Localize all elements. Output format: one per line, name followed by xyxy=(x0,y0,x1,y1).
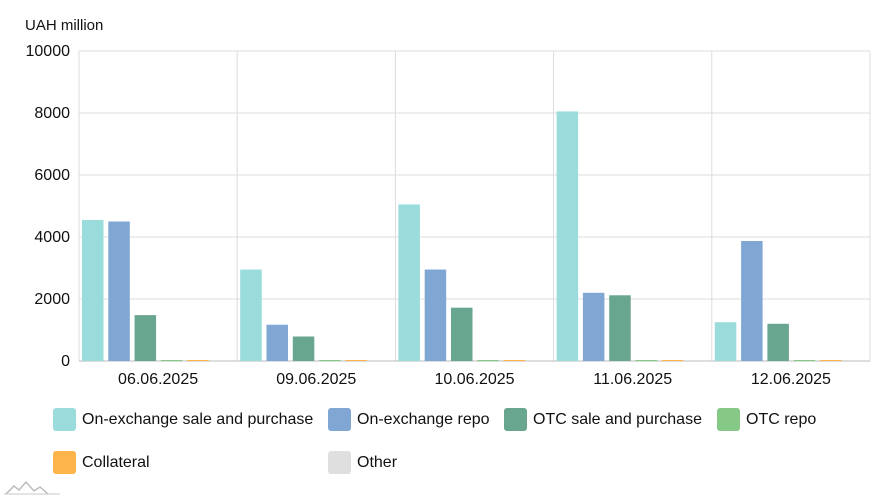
legend-swatch xyxy=(53,451,76,474)
y-tick-label: 2000 xyxy=(34,291,70,308)
x-tick-label: 11.06.2025 xyxy=(593,371,672,388)
bar xyxy=(398,204,420,361)
x-tick-label: 10.06.2025 xyxy=(434,371,514,388)
legend-label: On-exchange sale and purchase xyxy=(82,410,314,428)
y-tick-label: 8000 xyxy=(34,105,70,122)
legend-item[interactable]: Collateral xyxy=(53,451,150,474)
bar xyxy=(213,360,235,361)
y-tick-label: 4000 xyxy=(34,229,70,246)
legend-label: Collateral xyxy=(82,453,150,471)
x-tick-label: 06.06.2025 xyxy=(118,371,198,388)
bar xyxy=(82,219,104,361)
bar xyxy=(266,324,288,361)
y-tick-label: 0 xyxy=(61,353,70,370)
bar xyxy=(556,111,579,361)
bar xyxy=(319,360,341,361)
y-axis-tick-labels: 0 2000 4000 6000 8000 10000 xyxy=(26,43,71,370)
legend-item[interactable]: On-exchange sale and purchase xyxy=(53,408,313,431)
legend-label: Other xyxy=(357,453,398,471)
legend-item[interactable]: OTC repo xyxy=(717,408,816,431)
bar xyxy=(661,360,684,361)
legend-swatch xyxy=(717,408,740,431)
bar xyxy=(108,221,130,361)
bar xyxy=(477,360,499,361)
bar xyxy=(345,360,367,361)
y-tick-label: 6000 xyxy=(34,167,70,184)
bar xyxy=(240,269,262,361)
watermark-logo-icon xyxy=(4,480,60,495)
legend-label: OTC sale and purchase xyxy=(533,410,702,428)
legend-item[interactable]: On-exchange repo xyxy=(328,408,490,431)
legend-swatch xyxy=(328,451,351,474)
bar xyxy=(503,360,526,361)
x-tick-label: 12.06.2025 xyxy=(751,371,831,388)
bar xyxy=(134,315,157,361)
legend-swatch xyxy=(53,408,76,431)
bars xyxy=(82,111,868,361)
bar xyxy=(714,322,737,361)
y-axis-unit-label: UAH million xyxy=(25,17,104,34)
bar xyxy=(371,360,394,361)
bar xyxy=(846,360,868,361)
bar xyxy=(451,307,473,361)
bar xyxy=(635,360,657,361)
legend-item[interactable]: OTC sale and purchase xyxy=(504,408,702,431)
gridlines xyxy=(78,50,871,362)
y-tick-label: 10000 xyxy=(26,43,71,60)
x-axis-tick-labels: 06.06.2025 09.06.2025 10.06.2025 11.06.2025… xyxy=(118,371,831,388)
bar xyxy=(767,323,789,361)
bar xyxy=(688,360,710,361)
bar xyxy=(609,295,631,361)
bar xyxy=(160,360,183,361)
bar xyxy=(582,292,605,361)
legend-label: OTC repo xyxy=(746,410,817,428)
legend-swatch xyxy=(504,408,527,431)
legend-item[interactable]: Other xyxy=(328,451,397,474)
legend-swatch xyxy=(328,408,351,431)
bar xyxy=(424,269,447,361)
bar xyxy=(820,360,842,361)
bar xyxy=(741,241,763,361)
legend-label: On-exchange repo xyxy=(357,410,490,428)
bar xyxy=(529,360,552,361)
bar xyxy=(187,360,209,361)
bar xyxy=(793,360,816,361)
x-tick-label: 09.06.2025 xyxy=(276,371,356,388)
bar xyxy=(292,336,315,361)
